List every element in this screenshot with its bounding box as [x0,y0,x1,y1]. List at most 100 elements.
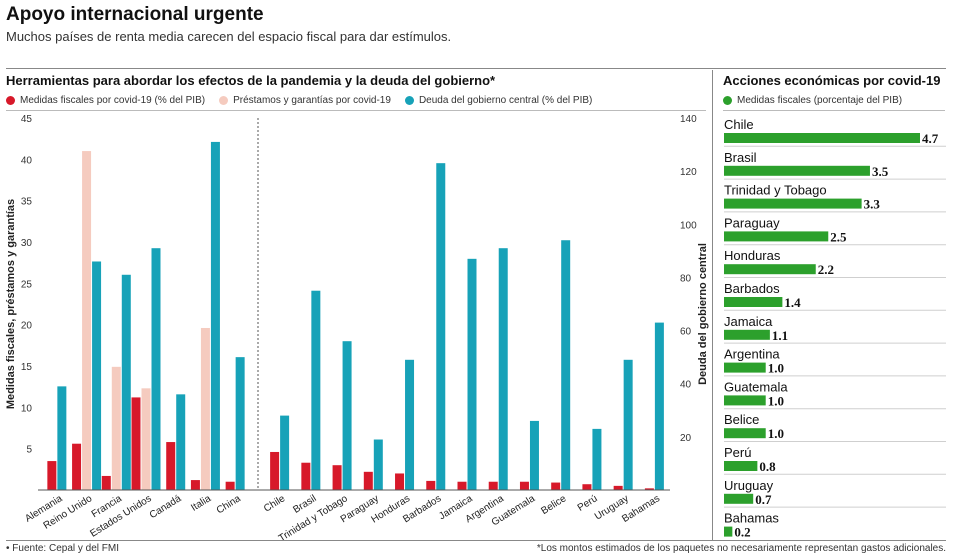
bar-debt [92,261,102,490]
bar-fiscal-pib [724,231,829,242]
bar-debt [405,359,415,490]
category-label: Barbados [724,281,780,296]
bar-fiscal [72,443,82,490]
chart-subtitle: Muchos países de renta media carecen del… [6,29,452,44]
bar-debt [57,386,67,490]
bar-fiscal [131,397,141,490]
value-label: 4.7 [922,131,939,146]
value-label: 3.3 [864,197,881,212]
y2-tick-label: 20 [680,433,692,444]
right-legend: Medidas fiscales (porcentaje del PIB) [723,95,916,106]
legend-swatch-debt [404,96,414,105]
source-note: • Fuente: Cepal y del FMI [6,543,119,554]
y2-tick-label: 60 [680,327,692,338]
bar-loans [82,151,92,491]
grouped-bar-chart: 5 10 15 20 25 30 35 40 45 20 40 60 80 100 120 140 Medida… [5,114,709,540]
bar-loans [111,366,121,490]
y-tick-label: 35 [21,197,33,208]
bar-loans [200,327,210,490]
value-label: 1.0 [768,426,784,441]
bar-fiscal-pib [724,526,733,537]
legend-swatch-fiscal-pib [723,96,732,105]
bar-debt [561,240,571,490]
category-label: Bahamas [724,511,779,526]
bar-fiscal [190,480,200,490]
bar-debt [280,415,290,490]
category-label: Belice [724,412,759,427]
bar-fiscal-pib [724,461,758,471]
legend-label-fiscal: Medidas fiscales por covid-19 (% del PIB… [20,95,206,106]
bar-fiscal [582,484,592,490]
footnote: *Los montos estimados de los paquetes no… [536,543,946,554]
bar-fiscal [363,471,373,490]
category-label: Chile [724,117,754,132]
x-tick-label: Chile [262,493,288,515]
category-label: Jamaica [724,314,773,329]
category-label: Trinidad y Tobago [724,183,827,198]
category-label: Paraguay [724,215,780,230]
bar-fiscal [101,475,111,490]
bar-debt [373,439,383,490]
bar-fiscal [488,481,498,490]
legend-item-fiscal-pib: Medidas fiscales (porcentaje del PIB) [723,95,902,106]
y-tick-label: 15 [21,362,33,373]
category-label: Honduras [724,248,781,263]
y-tick-label: 25 [21,279,33,290]
value-label: 0.8 [759,459,776,474]
bar-debt [210,141,220,490]
y-tick-label: 45 [21,114,33,125]
bar-debt [529,420,539,490]
bar-debt [467,258,477,490]
bar-fiscal [270,451,280,490]
bar-fiscal-pib [724,264,816,275]
y-tick-label: 40 [21,155,33,166]
x-tick-label: Italia [189,493,213,514]
bar-fiscal [225,481,235,490]
bar-fiscal [395,473,405,490]
bar-debt [342,341,352,490]
bar-fiscal-pib [724,165,870,176]
left-legend-divider [6,110,706,111]
horizontal-bar-chart: Chile 4.7 Brasil 3.5 Trinidad y Tobago 3.3 Par… [724,117,946,540]
category-label: Guatemala [724,379,788,394]
panel-divider [712,70,713,540]
category-label: Brasil [724,150,757,165]
y2-tick-label: 100 [680,220,697,231]
right-legend-divider [723,110,945,111]
y-tick-label: 20 [21,321,33,332]
x-tick-label: Canadá [148,493,184,521]
bar-loans [141,388,151,490]
legend-label-debt: Deuda del gobierno central (% del PIB) [418,95,593,106]
value-label: 1.0 [768,361,784,376]
bar-debt [235,357,245,490]
value-label: 2.5 [830,229,847,244]
y2-tick-label: 140 [680,114,697,125]
top-divider [6,68,946,69]
bar-debt [151,248,161,490]
x-tick-label: China [215,493,243,516]
category-label: Uruguay [724,478,774,493]
value-label: 0.7 [755,492,772,507]
bar-fiscal-pib [724,198,862,209]
left-legend: Medidas fiscales por covid-19 (% del PIB… [6,95,606,106]
y-tick-label: 10 [21,403,33,414]
bar-fiscal [644,488,654,490]
bar-fiscal-pib [724,395,766,406]
bar-fiscal-pib [724,329,770,340]
y-axis-label: Medidas fiscales, préstamos y garantías [5,199,17,409]
bar-fiscal [301,462,311,490]
y-tick-label: 30 [21,238,33,249]
value-label: 3.5 [872,164,889,179]
value-label: 1.0 [768,393,784,408]
y-tick-label: 5 [26,445,32,456]
bar-debt [311,290,321,490]
category-label: Perú [724,445,751,460]
legend-item-loans: Préstamos y garantías por covid-19 [219,95,391,106]
bar-debt [654,322,664,490]
bar-fiscal [426,480,436,490]
x-tick-label: Belice [539,493,568,517]
bar-fiscal [332,465,342,490]
legend-label-loans: Préstamos y garantías por covid-19 [233,95,391,106]
y2-tick-label: 120 [680,167,697,178]
value-label: 1.1 [772,328,788,343]
